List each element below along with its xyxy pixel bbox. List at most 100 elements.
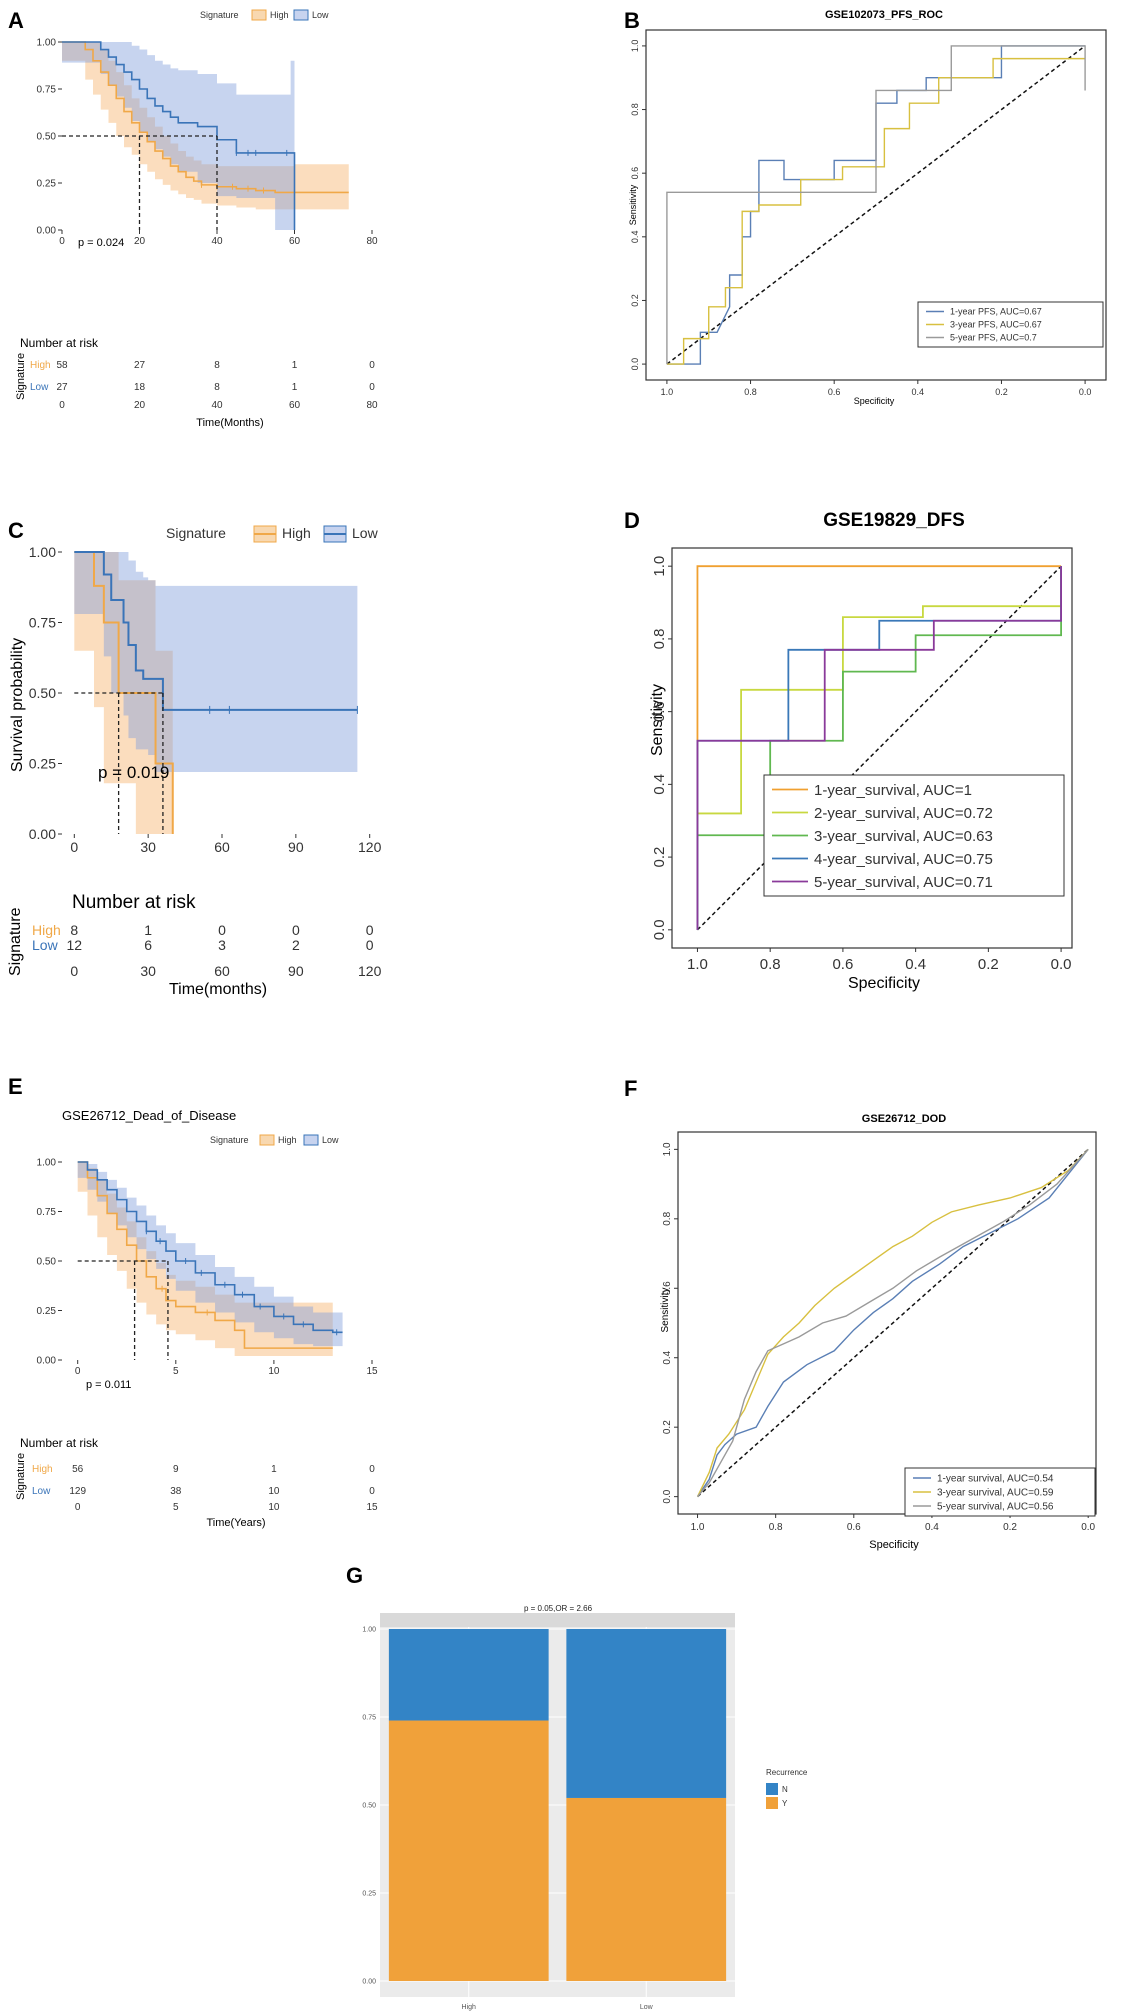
x-axis-label: Specificity <box>869 1539 919 1551</box>
risk-table-ylabel: Signature <box>7 907 24 976</box>
y-tick-label: 0.75 <box>362 1715 376 1722</box>
survival-curve-low <box>74 551 358 711</box>
x-tick-label: 0 <box>59 236 65 247</box>
legend-entry: 5-year survival, AUC=0.56 <box>937 1502 1054 1513</box>
chart-title: GSE19829_DFS <box>823 510 965 531</box>
y-tick-label: 1.00 <box>37 1158 57 1169</box>
p-value: p = 0.019 <box>98 763 169 782</box>
y-tick-label: 0.0 <box>630 358 640 371</box>
x-tick-label: 0.0 <box>1081 1522 1095 1533</box>
x-tick-label: 0.6 <box>847 1522 861 1533</box>
y-tick-label: 1.00 <box>37 38 57 49</box>
risk-x-tick-label: 90 <box>288 963 304 979</box>
y-tick-label: 0.2 <box>662 1420 673 1434</box>
y-tick-label: 1.00 <box>362 1627 376 1634</box>
risk-cell: 0 <box>369 1464 375 1475</box>
y-tick-label: 0.6 <box>662 1281 673 1295</box>
panel-label: F <box>624 1076 637 1101</box>
axis-ticks: 0.00 0.25 0.50 0.75 1.00 High Low <box>362 1627 653 2012</box>
y-tick-label: 0.6 <box>630 167 640 180</box>
legend-swatch-low <box>303 1134 319 1146</box>
bar-segment-n <box>388 1629 549 1721</box>
y-tick-label: 0.75 <box>37 85 57 96</box>
risk-cell: 0 <box>369 360 375 371</box>
risk-x-tick-label: 10 <box>268 1502 280 1513</box>
legend-entry: 5-year PFS, AUC=0.7 <box>950 333 1037 343</box>
legend-box <box>763 774 1065 897</box>
x-tick-label: 0.2 <box>1003 1522 1017 1533</box>
risk-cell: 38 <box>170 1486 182 1497</box>
x-tick-label: 90 <box>288 839 304 855</box>
legend-entry: 3-year PFS, AUC=0.67 <box>950 320 1042 330</box>
x-tick-label: 60 <box>214 839 230 855</box>
risk-cell: 0 <box>218 922 226 938</box>
risk-x-tick-label: 60 <box>289 400 301 411</box>
survival-curve-high <box>77 1161 333 1349</box>
risk-cell: 12 <box>67 937 83 953</box>
risk-cell: 0 <box>369 1486 375 1497</box>
panel-d: D GSE19829_DFS Sensitivity Specificity 1… <box>624 508 1073 992</box>
bar-segment-y <box>388 1720 549 1981</box>
roc-curve-5 <box>696 566 1062 930</box>
survival-curve-high <box>74 551 174 834</box>
bar-plot-area <box>380 1613 735 1997</box>
y-tick-label: 0.25 <box>37 1306 57 1317</box>
legend-title: Signature <box>166 525 226 541</box>
x-tick-label: 0.8 <box>744 387 757 397</box>
diagonal-reference-line <box>666 45 1086 365</box>
roc-curve-2 <box>696 1148 1089 1497</box>
y-tick-label: 0.75 <box>37 1207 57 1218</box>
legend-box <box>904 1467 1096 1517</box>
x-tick-label: 0.4 <box>905 956 926 973</box>
panel-label: D <box>624 508 640 533</box>
x-axis-label: Time(months) <box>169 981 267 998</box>
x-axis-label: Specificity <box>848 975 920 992</box>
y-tick-label: 1.0 <box>630 40 640 53</box>
risk-cell: 10 <box>268 1486 280 1497</box>
y-axis-label: Sensitivity <box>628 184 638 225</box>
risk-cell: 8 <box>70 922 78 938</box>
ci-band-low <box>74 552 358 772</box>
legend-swatch-high <box>251 9 267 21</box>
y-tick-label: 0.50 <box>37 132 57 143</box>
km-plot-area <box>62 41 349 230</box>
risk-row-label-high: High <box>30 360 51 371</box>
risk-cell: 1 <box>271 1464 277 1475</box>
risk-x-tick-label: 120 <box>358 963 382 979</box>
legend-title: Signature <box>210 1135 249 1145</box>
y-tick-label: 0.2 <box>651 847 668 868</box>
panel-label: A <box>8 8 24 33</box>
roc-legend: 1-year survival, AUC=0.54 3-year survival… <box>904 1467 1096 1517</box>
x-tick-label: 0.8 <box>769 1522 783 1533</box>
panel-label: G <box>346 1563 363 1588</box>
legend-entry-low: Low <box>312 10 329 20</box>
risk-x-tick-label: 60 <box>214 963 230 979</box>
km-legend: Signature High Low <box>200 9 329 21</box>
y-tick-label: 1.00 <box>29 544 56 560</box>
x-tick-label: 10 <box>268 1366 280 1377</box>
ci-band-low <box>62 42 295 230</box>
y-tick-label: 0.25 <box>362 1891 376 1898</box>
legend-entry: 1-year_survival, AUC=1 <box>814 782 972 799</box>
risk-cell: 0 <box>369 382 375 393</box>
x-tick-label: 0.4 <box>925 1522 939 1533</box>
y-axis-label: Survival probability <box>9 638 26 772</box>
risk-x-tick-label: 30 <box>140 963 156 979</box>
survival-curve-low <box>77 1161 343 1334</box>
axis-ticks: 1.0 0.8 0.6 0.4 0.2 0.0 0.0 0.2 0.4 0.6 0.8 1.0 <box>630 40 1091 397</box>
legend-entry: 1-year survival, AUC=0.54 <box>937 1474 1054 1485</box>
legend-entry-high: High <box>270 10 289 20</box>
roc-legend: 1-year_survival, AUC=1 2-year_survival, A… <box>763 774 1065 897</box>
risk-cell: 8 <box>214 382 220 393</box>
x-axis-label: Time(Months) <box>196 417 263 429</box>
risk-table-ylabel: Signature <box>15 1453 27 1500</box>
x-tick-label: 0 <box>75 1366 81 1377</box>
panel-label: C <box>8 518 24 543</box>
legend-entry: 4-year_survival, AUC=0.75 <box>814 851 993 868</box>
x-tick-label: High <box>462 2004 477 2011</box>
y-tick-label: 0.25 <box>37 179 57 190</box>
x-tick-label: 40 <box>211 236 223 247</box>
y-tick-label: 0.2 <box>630 294 640 307</box>
roc-curve-3 <box>696 1148 1089 1498</box>
